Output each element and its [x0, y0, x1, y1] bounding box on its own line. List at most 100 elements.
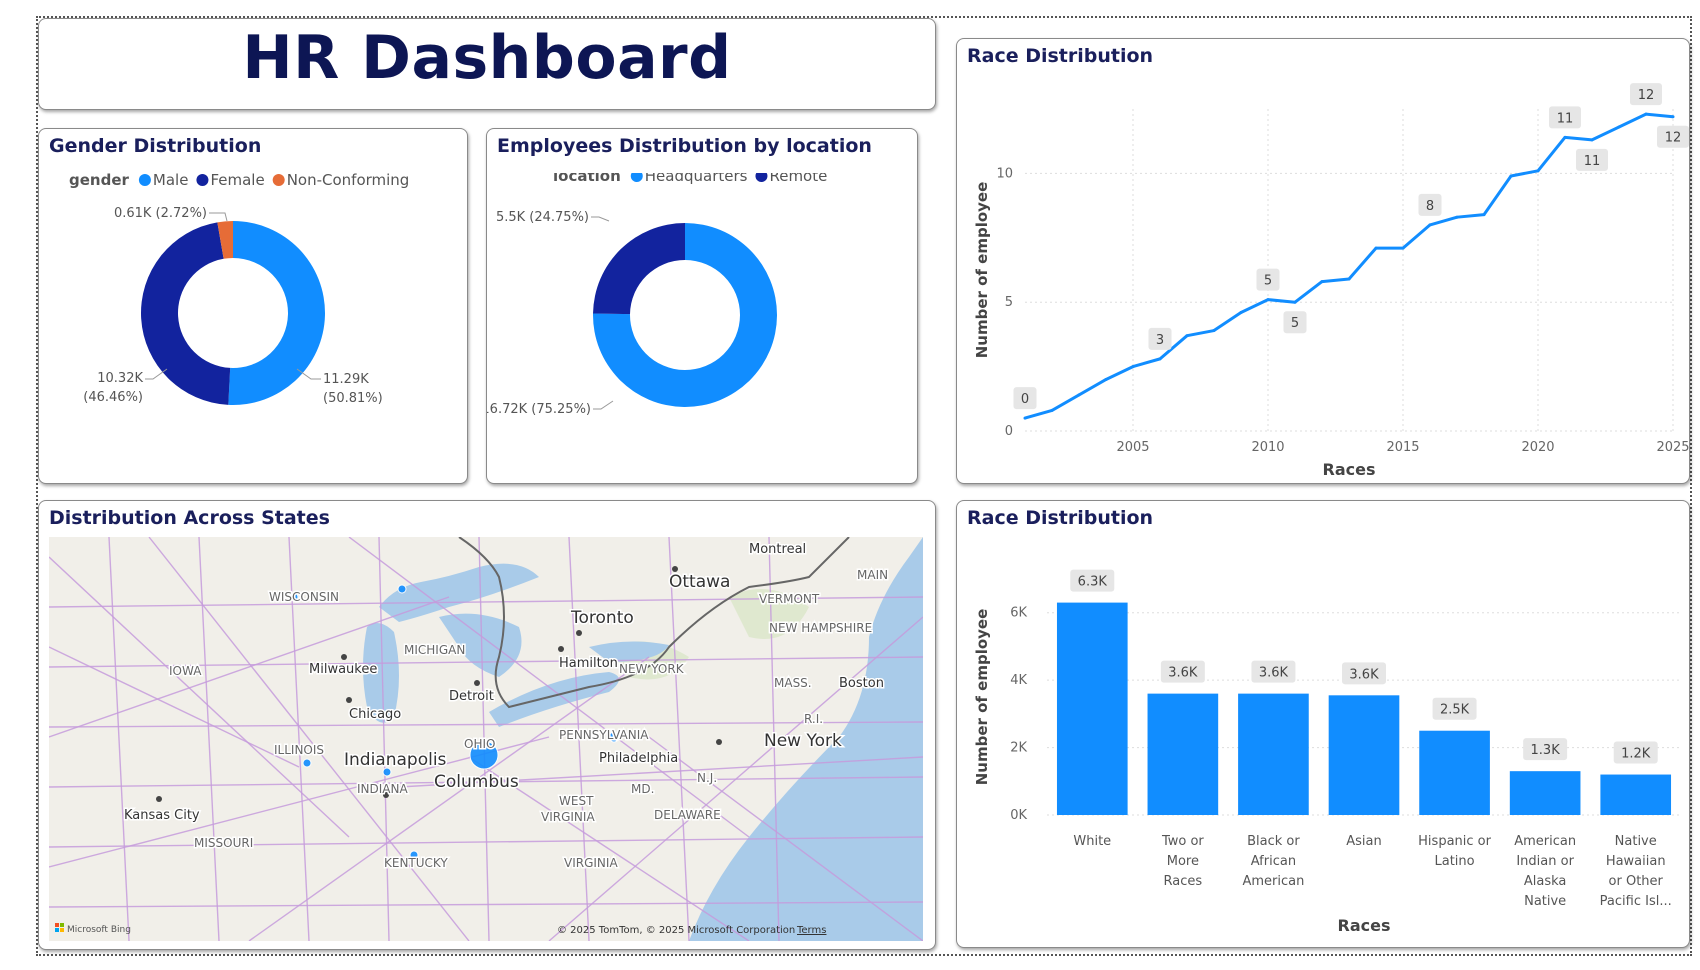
data-label-text: 11	[1584, 154, 1601, 169]
label-female-pct: (46.46%)	[83, 390, 143, 405]
x-tick-label: More	[1167, 854, 1199, 869]
data-label-text: 11	[1557, 111, 1574, 126]
map-label: Milwaukee	[309, 662, 377, 677]
data-point	[1591, 138, 1594, 141]
x-tick-label: 2025	[1656, 440, 1689, 455]
series-line[interactable]	[1025, 114, 1673, 418]
legend-marker	[196, 174, 208, 186]
x-tick-label: Native	[1524, 894, 1566, 909]
data-point	[1078, 393, 1081, 396]
data-label-text: 5	[1291, 316, 1299, 331]
x-tick-label: American	[1242, 874, 1304, 889]
map-panel[interactable]: Distribution Across States Montreal Ottaw…	[38, 500, 936, 950]
map-label: Montreal	[749, 542, 806, 557]
map-label: VIRGINIA	[541, 810, 595, 824]
bar[interactable]	[1238, 694, 1309, 815]
bar[interactable]	[1600, 775, 1671, 815]
bar[interactable]	[1057, 603, 1128, 815]
map-terms-link[interactable]: Terms	[796, 925, 826, 936]
gender-donut-chart[interactable]: gender Male Female Non-Conforming 11.29K (50.…	[39, 173, 467, 473]
gender-distribution-panel[interactable]: Gender Distribution gender Male Female Non-…	[38, 128, 468, 484]
y-tick-label: 6K	[1010, 606, 1027, 621]
map-label: Hamilton	[559, 656, 618, 671]
states-map[interactable]: Montreal Ottawa Toronto Hamilton WISCONSIN MI…	[49, 537, 923, 941]
data-label-text: 1.2K	[1621, 747, 1651, 762]
x-tick-label: 2015	[1386, 440, 1419, 455]
bing-brand: Microsoft Bing	[67, 925, 131, 935]
data-point	[1429, 223, 1432, 226]
label-remote: 5.5K (24.75%)	[496, 210, 589, 225]
bar[interactable]	[1510, 771, 1581, 815]
data-label: 8	[1419, 194, 1442, 216]
map-label: Columbus	[434, 772, 519, 792]
data-point	[1375, 247, 1378, 250]
data-label-text: 8	[1426, 199, 1434, 214]
map-label: OHIO	[464, 737, 495, 751]
legend-item-headquarters[interactable]: Headquarters	[645, 173, 748, 185]
bing-logo-icon	[60, 928, 64, 932]
donut-slice-male[interactable]	[228, 221, 325, 405]
data-point	[1024, 417, 1027, 420]
race-line-chart[interactable]: 2005 2010 2015 2020 2025 0 5 10 0 3 5 5 8 11 11 12 12 Rac…	[957, 79, 1689, 483]
map-label: NEW HAMPSHIRE	[769, 621, 872, 635]
data-point	[1051, 409, 1054, 412]
bar[interactable]	[1148, 694, 1219, 815]
data-point	[1186, 334, 1189, 337]
data-point	[1456, 216, 1459, 219]
title-panel: HR Dashboard	[38, 18, 936, 110]
data-point	[1213, 329, 1216, 332]
map-panel-title: Distribution Across States	[49, 507, 330, 529]
y-tick-label: 10	[996, 166, 1013, 181]
state-bubble[interactable]	[303, 759, 311, 767]
data-point	[1321, 280, 1324, 283]
leader-line	[591, 217, 609, 221]
legend: gender Male Female Non-Conforming	[69, 173, 409, 189]
legend-item-male[interactable]: Male	[153, 173, 189, 189]
label-male-pct: (50.81%)	[323, 391, 383, 406]
data-label: 5	[1257, 269, 1280, 291]
map-label: PENNSYLVANIA	[559, 728, 649, 742]
x-tick-label: Native	[1615, 834, 1657, 849]
race-bar-chart[interactable]: 0K 2K 4K 6K 6.3K White 3.6K Two or More Races 3.6K…	[957, 539, 1689, 947]
legend-item-female[interactable]: Female	[210, 173, 264, 189]
x-tick-label: Races	[1164, 874, 1203, 889]
data-point	[1537, 169, 1540, 172]
map-label: MISSOURI	[194, 836, 253, 850]
race-line-panel[interactable]: Race Distribution 2005 2010 2015 2020 2025 0 5…	[956, 38, 1690, 484]
data-label: 11	[1576, 149, 1608, 171]
legend-marker	[273, 174, 285, 186]
donut-slice-remote[interactable]	[593, 223, 685, 314]
location-donut-chart[interactable]: location Headquarters Remote 5.5K (24.75%) 1…	[487, 173, 917, 473]
map-label: Boston	[839, 676, 884, 691]
data-point	[1510, 174, 1513, 177]
data-point	[1294, 301, 1297, 304]
location-panel-title: Employees Distribution by location	[497, 135, 872, 157]
data-point	[1105, 378, 1108, 381]
x-axis-title: Races	[1338, 916, 1391, 935]
x-tick-label: Black or	[1247, 834, 1300, 849]
y-tick-label: 5	[1005, 295, 1013, 310]
data-point	[1348, 278, 1351, 281]
bar[interactable]	[1329, 695, 1400, 815]
map-copyright: © 2025 TomTom, © 2025 Microsoft Corporat…	[557, 925, 795, 936]
bing-logo-icon	[55, 928, 59, 932]
map-label: ILLINOIS	[274, 743, 324, 757]
bing-logo-icon	[60, 923, 64, 927]
location-distribution-panel[interactable]: Employees Distribution by location locat…	[486, 128, 918, 484]
race-bar-panel[interactable]: Race Distribution 0K 2K 4K 6K 6.3K White 3.6K T…	[956, 500, 1690, 948]
legend-title: location	[553, 173, 621, 185]
state-bubble[interactable]	[398, 585, 406, 593]
map-label: R.I.	[804, 712, 823, 726]
bar[interactable]	[1419, 731, 1490, 815]
legend-item-remote[interactable]: Remote	[769, 173, 827, 185]
x-tick-label: Hawaiian	[1606, 854, 1666, 869]
data-label-text: 6.3K	[1078, 575, 1108, 590]
label-female: 10.32K	[97, 371, 143, 386]
city-dot	[474, 680, 480, 686]
data-label: 11	[1549, 106, 1581, 128]
label-male: 11.29K	[323, 372, 369, 387]
data-label: 5	[1284, 311, 1307, 333]
map-label: Detroit	[449, 689, 494, 704]
y-tick-label: 0K	[1010, 808, 1027, 823]
legend-item-non-conforming[interactable]: Non-Conforming	[287, 173, 410, 189]
